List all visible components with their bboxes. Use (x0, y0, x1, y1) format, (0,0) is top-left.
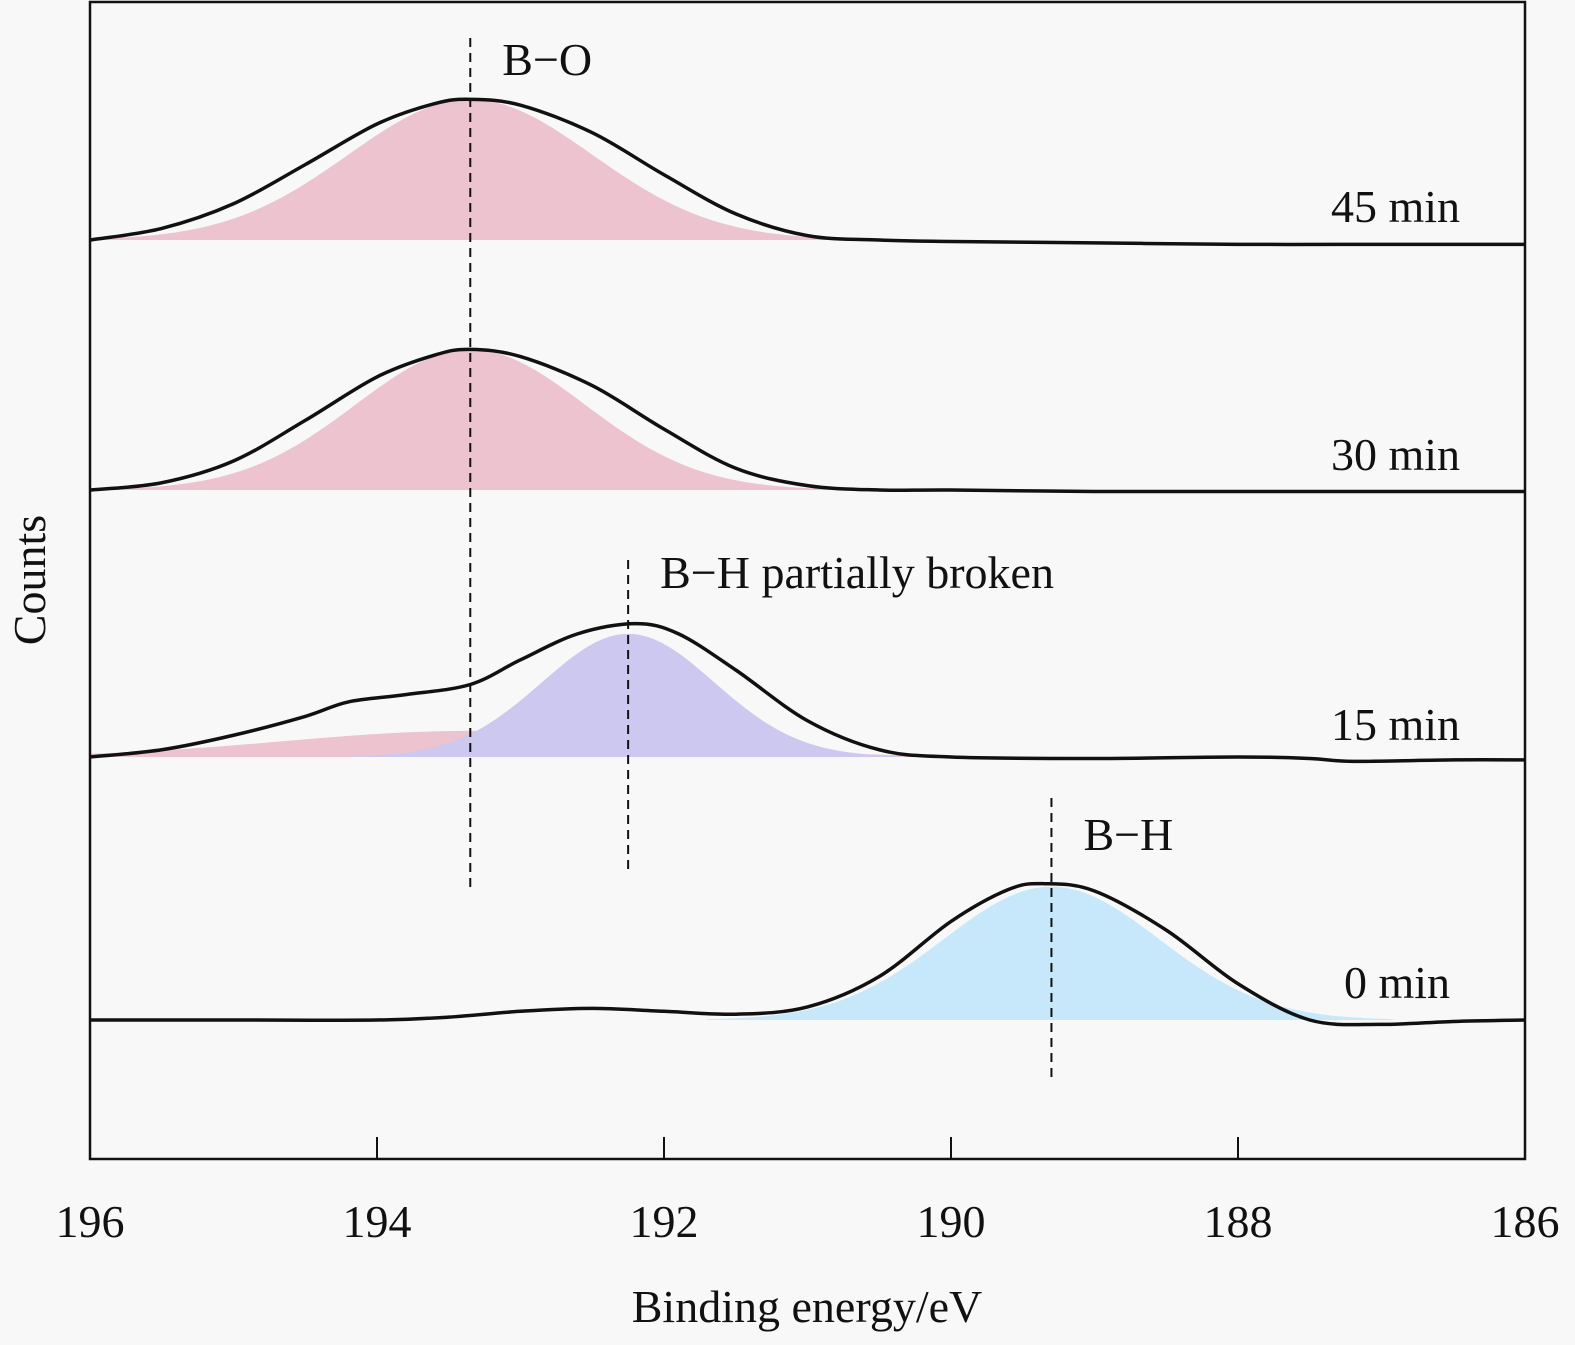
x-tick-label-196: 196 (56, 1196, 125, 1247)
annotation-labels: B−O B−H partially broken B−H (502, 34, 1173, 860)
plot-frame (88, 0, 1527, 1161)
x-tick-label-190: 190 (917, 1196, 986, 1247)
x-tick-label-194: 194 (343, 1196, 412, 1247)
reference-lines (469, 38, 1053, 1078)
x-axis-tick-labels: 196 194 192 190 188 186 (56, 1196, 1560, 1247)
x-tick-label-186: 186 (1491, 1196, 1560, 1247)
spectrum-curve-45-min (89, 97, 1525, 247)
annotation-label-1: B−H partially broken (660, 547, 1054, 598)
x-axis-ticks (376, 1137, 1239, 1159)
annotation-label-2: B−H (1083, 809, 1173, 860)
component-fill-b-o-45-min (90, 99, 861, 240)
x-tick-label-192: 192 (630, 1196, 699, 1247)
series-label-15-min: 15 min (1331, 699, 1460, 750)
spectrum-curve-30-min (89, 347, 1525, 494)
series-label-45-min: 45 min (1331, 181, 1460, 232)
y-axis-label: Counts (4, 515, 55, 645)
spectra-curves (89, 97, 1526, 1027)
spectrum-curve-0-min (90, 881, 1526, 1027)
series-label-30-min: 30 min (1331, 429, 1460, 480)
x-axis-label: Binding energy/eV (632, 1281, 982, 1332)
series-labels: 45 min 30 min 15 min 0 min (1331, 181, 1460, 1008)
spectrum-curve-15-min (89, 621, 1526, 764)
annotation-label-0: B−O (502, 34, 592, 85)
series-label-0-min: 0 min (1344, 957, 1450, 1008)
x-tick-label-188: 188 (1204, 1196, 1273, 1247)
